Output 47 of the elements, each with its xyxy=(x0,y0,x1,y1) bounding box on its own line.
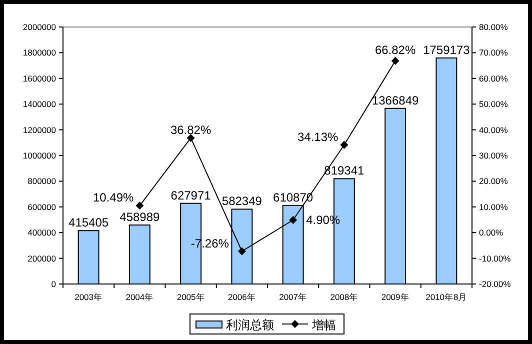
data-label: 1759173 xyxy=(423,42,470,57)
y2-tick-label: 10.00% xyxy=(479,202,508,212)
data-label: 415405 xyxy=(68,216,109,230)
point xyxy=(340,140,348,149)
x-tick-label: 2007年 xyxy=(279,292,308,302)
data-label: 458989 xyxy=(120,210,160,224)
y-tick-label: 1000000 xyxy=(22,150,56,160)
y2-tick-label: 70.00% xyxy=(479,48,508,58)
data-label: 66.82% xyxy=(374,42,416,57)
x-tick-label: 2004年 xyxy=(126,292,154,302)
data-label: 36.82% xyxy=(170,122,212,137)
legend-label: 增幅 xyxy=(311,318,336,332)
point xyxy=(136,202,144,210)
x-tick-label: 2003年 xyxy=(74,292,103,302)
y-tick-label: 600000 xyxy=(28,202,56,212)
y-tick-label: 1400000 xyxy=(22,99,56,110)
y-tick-label: 2000000 xyxy=(22,22,56,32)
data-label: 1366849 xyxy=(372,93,419,108)
y2-tick-label: 50.00% xyxy=(479,99,508,110)
y2-tick-label: 30.00% xyxy=(479,150,508,160)
y2-tick-label: -10.00% xyxy=(479,253,512,264)
y-tick-label: 1200000 xyxy=(22,124,56,135)
x-tick-label: 2006年 xyxy=(228,292,256,302)
y-tick-label: 400000 xyxy=(28,228,56,238)
y-tick-label: 1600000 xyxy=(22,73,56,84)
y2-tick-label: 80.00% xyxy=(479,22,508,32)
y-tick-label: 800000 xyxy=(28,176,56,186)
point xyxy=(238,247,246,256)
data-label: 582349 xyxy=(222,194,262,208)
y-tick-label: 1800000 xyxy=(22,48,56,58)
x-tick-label: 2009年 xyxy=(381,292,410,302)
point xyxy=(289,216,298,224)
point xyxy=(391,56,400,65)
y2-tick-label: 40.00% xyxy=(479,124,508,135)
legend-label: 利润总额 xyxy=(226,318,274,332)
x-tick-label: 2008年 xyxy=(330,292,358,302)
y-tick-label: 200000 xyxy=(28,253,56,264)
y2-tick-label: -20.00% xyxy=(479,279,512,289)
y-tick-label: 0 xyxy=(51,279,56,289)
x-tick-label: 2005年 xyxy=(176,292,205,302)
y2-tick-label: 60.00% xyxy=(479,73,508,84)
data-label: 627971 xyxy=(170,188,212,202)
y2-tick-label: 0.00% xyxy=(479,228,504,238)
data-label: 10.49% xyxy=(92,190,134,205)
data-label: 34.13% xyxy=(297,130,339,144)
x-tick-label: 2010年8月 xyxy=(426,292,468,302)
y2-tick-label: 20.00% xyxy=(479,176,508,186)
